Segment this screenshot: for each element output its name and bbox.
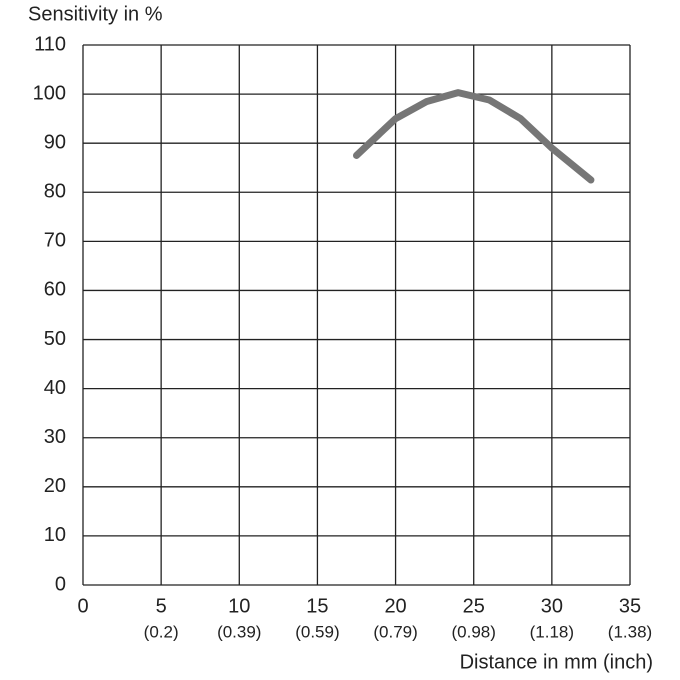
y-tick-label: 60 [44,279,66,301]
x-tick-sublabel: (0.79) [373,622,417,641]
x-tick-label: 35 [619,595,641,617]
x-tick-label: 10 [228,595,250,617]
y-tick-label: 70 [44,230,66,252]
y-tick-label: 80 [44,181,66,203]
y-tick-label: 20 [44,475,66,497]
y-tick-label: 10 [44,524,66,546]
x-tick-label: 30 [541,595,563,617]
y-axis-title: Sensitivity in % [28,3,163,25]
x-tick-label: 5 [156,595,167,617]
y-tick-label: 40 [44,377,66,399]
y-tick-label: 0 [55,573,66,595]
x-tick-sublabel: (0.2) [144,622,179,641]
y-tick-label: 100 [33,82,66,104]
data-line [353,89,595,184]
x-tick-sublabel: (1.38) [608,622,652,641]
y-tick-label: 110 [34,33,66,55]
x-axis-title: Distance in mm (inch) [460,651,653,673]
x-tick-label: 0 [77,595,88,617]
x-tick-sublabel: (1.18) [530,622,574,641]
x-tick-label: 25 [463,595,485,617]
y-tick-label: 90 [44,131,66,153]
x-tick-sublabel: (0.39) [217,622,261,641]
y-tick-label: 30 [44,426,66,448]
x-tick-label: 15 [306,595,328,617]
y-tick-label: 50 [44,328,66,350]
x-tick-sublabel: (0.59) [295,622,339,641]
x-tick-label: 20 [384,595,406,617]
x-tick-sublabel: (0.98) [452,622,496,641]
